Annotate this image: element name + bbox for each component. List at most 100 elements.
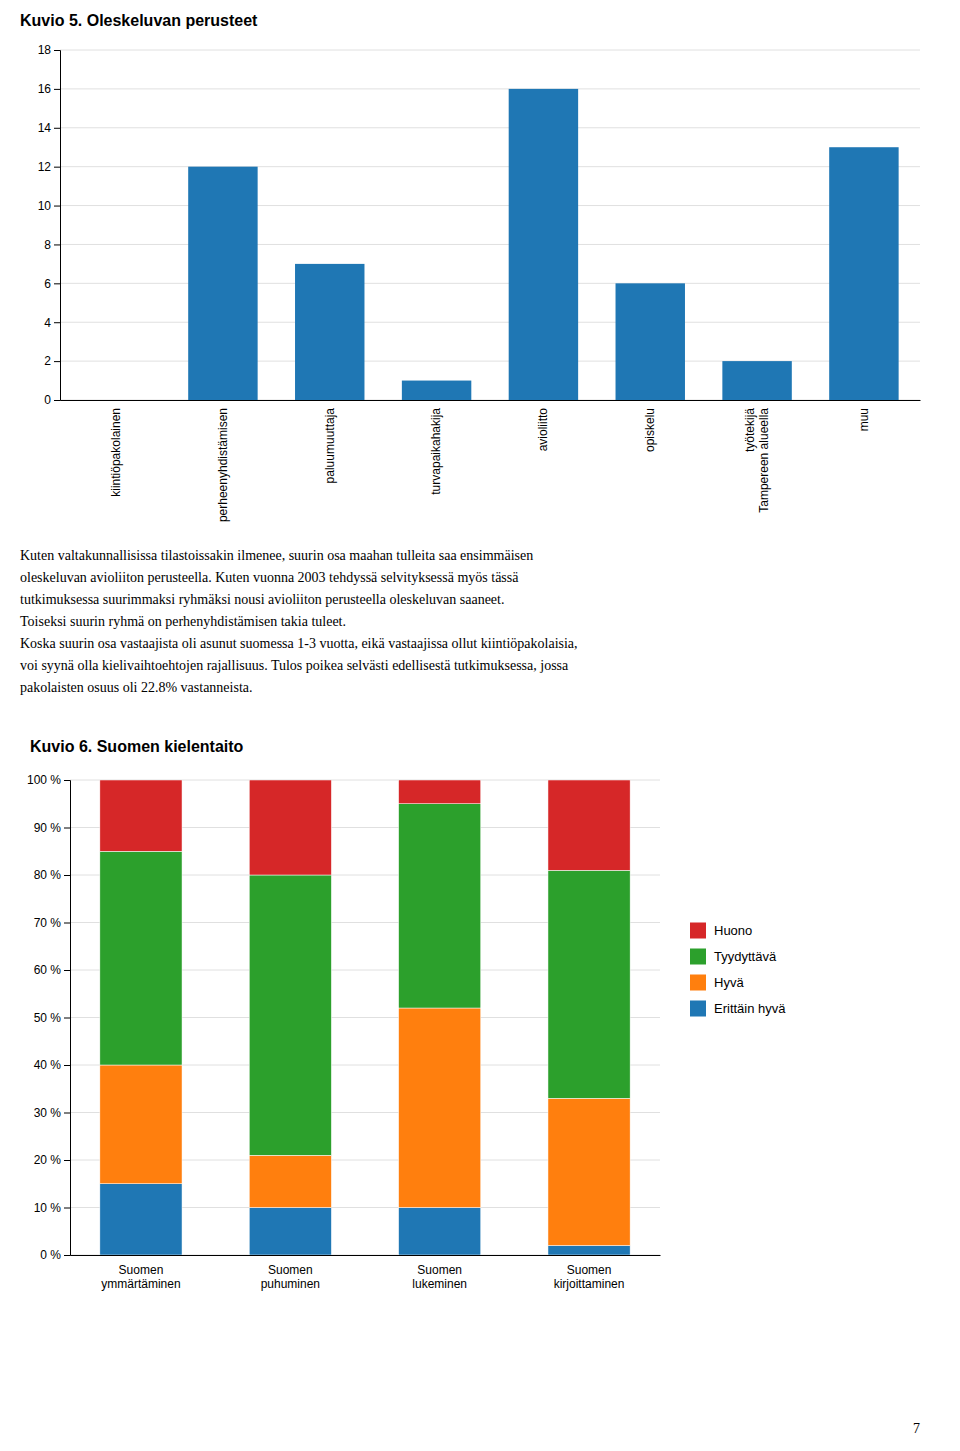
- bar-segment: [399, 1008, 481, 1208]
- bar: [829, 147, 898, 400]
- bar: [509, 89, 578, 400]
- tick-label: 100 %: [27, 773, 61, 787]
- tick-label: Suomenkirjoittaminen: [554, 1263, 625, 1291]
- tick: 16: [38, 82, 60, 96]
- tick: 4: [44, 316, 60, 330]
- tick: 80 %: [34, 868, 70, 882]
- bar: [295, 264, 364, 400]
- tick-label: 50 %: [34, 1011, 62, 1025]
- page: Kuvio 5. Oleskeluvan perusteet0246810121…: [0, 0, 960, 1451]
- legend-item: Huono: [690, 923, 752, 939]
- legend-item: Hyvä: [690, 975, 744, 991]
- bar-segment: [249, 1155, 331, 1207]
- tick: opiskelu: [643, 408, 657, 452]
- tick: 10 %: [34, 1201, 70, 1215]
- tick: 90 %: [34, 821, 70, 835]
- tick: kiintiöpakolainen: [109, 408, 123, 497]
- tick-label: 80 %: [34, 868, 62, 882]
- tick-label: muu: [857, 408, 871, 431]
- grid-line: [60, 50, 920, 51]
- grid: [60, 50, 920, 400]
- tick-label: 18: [38, 43, 52, 57]
- tick: 100 %: [27, 773, 70, 787]
- tick-label: 60 %: [34, 963, 62, 977]
- tick-label: 0: [44, 393, 51, 407]
- tick-mark: [54, 128, 60, 129]
- tick-mark: [54, 322, 60, 323]
- bar: [722, 361, 791, 400]
- text-line: Toiseksi suurin ryhmä on perhenyhdistämi…: [20, 614, 346, 629]
- tick: 0 %: [40, 1248, 70, 1262]
- tick-mark: [54, 283, 60, 284]
- axis-line: [71, 1255, 661, 1256]
- bar-segment: [548, 870, 630, 1098]
- tick-mark: [64, 828, 70, 829]
- tick: avioliitto: [536, 408, 550, 452]
- y-axis: 0 % 10 % 20 % 30 % 40 % 50 % 60 % 70 % 80 % 90 % 1…: [27, 773, 71, 1262]
- text-line: oleskeluvan avioliiton perusteella. Kute…: [20, 570, 519, 585]
- bar-segment: [548, 1098, 630, 1245]
- tick-mark: [64, 875, 70, 876]
- tick-label: 0 %: [40, 1248, 61, 1262]
- tick: 70 %: [34, 916, 70, 930]
- axis-line: [64, 781, 71, 1256]
- x-axis: kiintiöpakolainenperheenyhdistämisenpalu…: [61, 401, 921, 523]
- y-axis: 024681012141618: [38, 43, 61, 407]
- tick-label: 4: [44, 316, 51, 330]
- bar-segment: [100, 851, 182, 1065]
- tick: 60 %: [34, 963, 70, 977]
- tick: 20 %: [34, 1153, 70, 1167]
- tick: 18: [38, 43, 60, 57]
- tick: 8: [44, 238, 60, 252]
- tick: paluumuuttaja: [323, 408, 337, 484]
- tick-label: 40 %: [34, 1058, 62, 1072]
- tick: Suomenlukeminen: [412, 1263, 467, 1291]
- tick-mark: [64, 1018, 70, 1019]
- tick-label: Suomenlukeminen: [412, 1263, 467, 1291]
- tick-label: turvapaikahakija: [429, 408, 443, 495]
- tick-mark: [54, 400, 60, 401]
- chart-title: Kuvio 6. Suomen kielentaito: [30, 738, 244, 755]
- tick-mark: [64, 970, 70, 971]
- plot-area: [100, 780, 630, 1255]
- tick-label: Suomenpuhuminen: [261, 1263, 320, 1291]
- tick-mark: [54, 206, 60, 207]
- x-axis: Suomenymmärtäminen Suomenpuhuminen Suomenl…: [71, 1256, 661, 1291]
- bar: [402, 381, 471, 400]
- tick-mark: [64, 923, 70, 924]
- tick-mark: [54, 89, 60, 90]
- legend-swatch: [690, 923, 706, 939]
- legend-label: Huono: [714, 923, 752, 938]
- tick-mark: [64, 780, 70, 781]
- bar: [81, 400, 150, 401]
- legend: HuonoTyydyttäväHyväErittäin hyvä: [690, 923, 786, 1017]
- bar-segment: [249, 875, 331, 1155]
- tick-mark: [64, 1065, 70, 1066]
- text-line: voi syynä olla kielivaihtoehtojen rajall…: [20, 658, 569, 673]
- grid-line: [60, 88, 920, 89]
- axis-line: [54, 51, 61, 401]
- tick-label: 10: [38, 199, 52, 213]
- bar-segment: [399, 804, 481, 1008]
- tick: 40 %: [34, 1058, 70, 1072]
- tick-label: 6: [44, 277, 51, 291]
- tick-label: työtekijäTampereen alueella: [743, 408, 770, 513]
- axis-line: [61, 400, 921, 401]
- bar: [616, 283, 685, 400]
- tick: 14: [38, 121, 60, 135]
- tick-label: 90 %: [34, 821, 62, 835]
- tick-mark: [54, 50, 60, 51]
- legend-label: Hyvä: [714, 975, 744, 990]
- tick-label: 2: [44, 354, 51, 368]
- tick: turvapaikahakija: [429, 408, 443, 495]
- tick: 6: [44, 277, 60, 291]
- tick-label: avioliitto: [536, 408, 550, 452]
- tick-label: 30 %: [34, 1106, 62, 1120]
- grid-line: [60, 127, 920, 128]
- bar-segment: [249, 780, 331, 875]
- legend-label: Tyydyttävä: [714, 949, 777, 964]
- tick-mark: [54, 361, 60, 362]
- bar-segment: [100, 1065, 182, 1184]
- tick: 0: [44, 393, 60, 407]
- tick: Suomenymmärtäminen: [101, 1263, 180, 1291]
